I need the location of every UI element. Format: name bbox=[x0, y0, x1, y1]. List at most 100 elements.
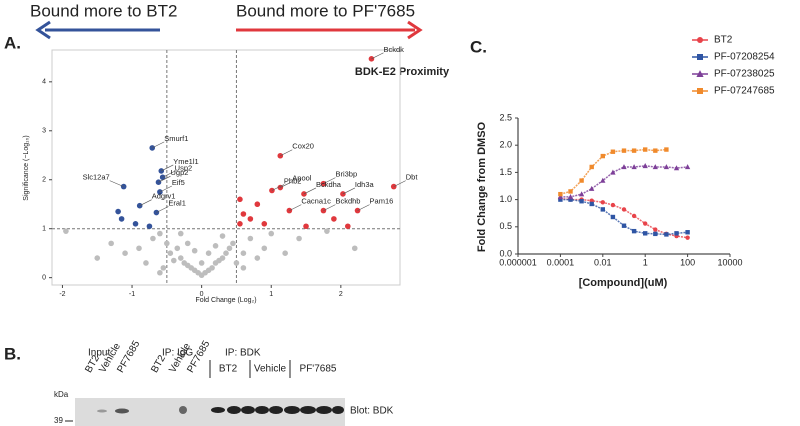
point bbox=[664, 232, 669, 237]
y-axis-title: Fold Change from DMSO bbox=[476, 121, 488, 252]
point bbox=[664, 147, 669, 152]
label-leader bbox=[271, 184, 285, 191]
y-tick-label: 1.0 bbox=[499, 194, 512, 204]
label-leader bbox=[152, 141, 165, 149]
x-tick-label: 0.01 bbox=[594, 257, 612, 267]
chart-title: BDK-E2 Proximity bbox=[355, 66, 450, 78]
point-label: Bckdk bbox=[383, 45, 404, 54]
point bbox=[610, 214, 616, 220]
point bbox=[621, 148, 627, 153]
x-tick-label: 0.0001 bbox=[547, 257, 575, 267]
point-label: Usp2 bbox=[175, 163, 193, 172]
x-tick-label: 10000 bbox=[717, 257, 742, 267]
point bbox=[331, 216, 337, 222]
point bbox=[610, 149, 616, 154]
point-label: Bckdhb bbox=[335, 197, 360, 206]
point-label: Slc12a7 bbox=[83, 173, 110, 182]
blot-label: Blot: BDK bbox=[350, 406, 394, 417]
point bbox=[160, 265, 167, 271]
point bbox=[643, 147, 648, 152]
point bbox=[115, 208, 121, 215]
label-leader bbox=[158, 175, 171, 183]
legend-label: PF-07247685 bbox=[714, 86, 775, 97]
point bbox=[652, 164, 658, 170]
point bbox=[108, 240, 114, 247]
point bbox=[684, 164, 691, 170]
point bbox=[589, 201, 594, 207]
point bbox=[296, 235, 302, 242]
point bbox=[567, 194, 574, 200]
point-label: Bckdha bbox=[316, 180, 342, 189]
label-leader bbox=[109, 180, 124, 187]
point bbox=[600, 153, 605, 159]
y-tick-label: 2.0 bbox=[499, 140, 512, 150]
point bbox=[247, 216, 254, 222]
point bbox=[673, 165, 680, 171]
point bbox=[600, 177, 606, 183]
point bbox=[184, 240, 191, 247]
lane-label: PF7685 bbox=[115, 339, 142, 375]
point bbox=[261, 245, 268, 252]
point bbox=[643, 221, 648, 226]
point bbox=[621, 223, 627, 228]
y-tick-label: 2 bbox=[42, 177, 46, 184]
point bbox=[653, 148, 658, 153]
point bbox=[558, 197, 563, 202]
point bbox=[653, 231, 658, 237]
point bbox=[240, 250, 247, 256]
point bbox=[557, 194, 564, 200]
point bbox=[209, 265, 215, 271]
x-tick-label: 0 bbox=[200, 291, 204, 298]
blot-group: IP: IgG bbox=[162, 348, 193, 359]
point bbox=[122, 250, 128, 256]
y-tick-label: 1.5 bbox=[499, 167, 512, 177]
point bbox=[600, 207, 605, 212]
point bbox=[568, 197, 573, 202]
y-tick-label: 1 bbox=[42, 226, 46, 233]
point bbox=[143, 260, 149, 266]
y-axis-title: Significance (−Log₁₀) bbox=[23, 135, 30, 200]
legend-marker bbox=[697, 54, 703, 60]
point bbox=[150, 235, 156, 242]
point bbox=[223, 250, 229, 256]
point bbox=[351, 245, 358, 252]
y-tick-label: 0.0 bbox=[499, 248, 512, 258]
point bbox=[240, 265, 247, 271]
legend-marker bbox=[696, 70, 704, 77]
x-tick-label: 100 bbox=[680, 257, 695, 267]
point bbox=[157, 269, 163, 276]
point bbox=[261, 221, 268, 227]
legend-marker bbox=[697, 88, 703, 94]
point bbox=[118, 216, 125, 222]
x-axis-title: [Compound](uM) bbox=[579, 277, 668, 289]
y-tick-label: 2.5 bbox=[499, 112, 512, 122]
label-leader bbox=[139, 199, 152, 206]
label-leader bbox=[303, 187, 317, 195]
y-tick-label: 0 bbox=[42, 275, 46, 282]
point bbox=[610, 169, 616, 175]
point bbox=[136, 245, 142, 252]
legend-label: PF-07238025 bbox=[714, 69, 775, 80]
point bbox=[345, 223, 351, 230]
point bbox=[589, 185, 595, 191]
label-leader bbox=[342, 187, 356, 195]
point-label: Yme1l1 bbox=[173, 157, 198, 166]
point bbox=[132, 221, 139, 227]
kda-label: kDa bbox=[54, 390, 69, 399]
point bbox=[212, 243, 219, 249]
point-label: Smurf1 bbox=[164, 134, 188, 143]
point-label: Bri3bp bbox=[335, 170, 357, 179]
point bbox=[631, 228, 637, 234]
label-leader bbox=[289, 204, 302, 211]
point bbox=[94, 255, 101, 261]
point bbox=[157, 230, 163, 237]
point-label: Idh3a bbox=[355, 180, 375, 189]
point bbox=[164, 240, 170, 247]
point bbox=[631, 148, 637, 153]
point bbox=[303, 223, 309, 230]
point bbox=[230, 240, 236, 247]
point bbox=[254, 255, 261, 261]
marker-label: 39 bbox=[54, 416, 63, 425]
ip-lane-label: BT2 bbox=[219, 364, 238, 375]
